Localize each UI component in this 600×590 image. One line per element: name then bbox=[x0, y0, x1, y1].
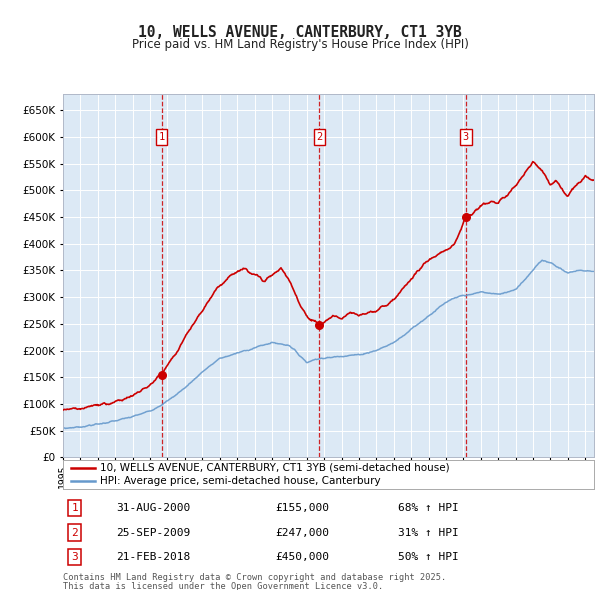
Text: £247,000: £247,000 bbox=[275, 527, 329, 537]
Text: This data is licensed under the Open Government Licence v3.0.: This data is licensed under the Open Gov… bbox=[63, 582, 383, 590]
Text: 50% ↑ HPI: 50% ↑ HPI bbox=[398, 552, 458, 562]
Text: 25-SEP-2009: 25-SEP-2009 bbox=[116, 527, 190, 537]
Text: £450,000: £450,000 bbox=[275, 552, 329, 562]
Text: 1: 1 bbox=[158, 132, 165, 142]
Text: 2: 2 bbox=[316, 132, 323, 142]
Text: £155,000: £155,000 bbox=[275, 503, 329, 513]
Text: 3: 3 bbox=[463, 132, 469, 142]
Text: 31-AUG-2000: 31-AUG-2000 bbox=[116, 503, 190, 513]
Text: Contains HM Land Registry data © Crown copyright and database right 2025.: Contains HM Land Registry data © Crown c… bbox=[63, 573, 446, 582]
Text: 1: 1 bbox=[71, 503, 78, 513]
Text: HPI: Average price, semi-detached house, Canterbury: HPI: Average price, semi-detached house,… bbox=[100, 477, 381, 486]
Text: 68% ↑ HPI: 68% ↑ HPI bbox=[398, 503, 458, 513]
Text: 10, WELLS AVENUE, CANTERBURY, CT1 3YB: 10, WELLS AVENUE, CANTERBURY, CT1 3YB bbox=[138, 25, 462, 40]
Text: 31% ↑ HPI: 31% ↑ HPI bbox=[398, 527, 458, 537]
Text: 21-FEB-2018: 21-FEB-2018 bbox=[116, 552, 190, 562]
Text: 3: 3 bbox=[71, 552, 78, 562]
Text: 2: 2 bbox=[71, 527, 78, 537]
Text: Price paid vs. HM Land Registry's House Price Index (HPI): Price paid vs. HM Land Registry's House … bbox=[131, 38, 469, 51]
Text: 10, WELLS AVENUE, CANTERBURY, CT1 3YB (semi-detached house): 10, WELLS AVENUE, CANTERBURY, CT1 3YB (s… bbox=[100, 463, 450, 473]
